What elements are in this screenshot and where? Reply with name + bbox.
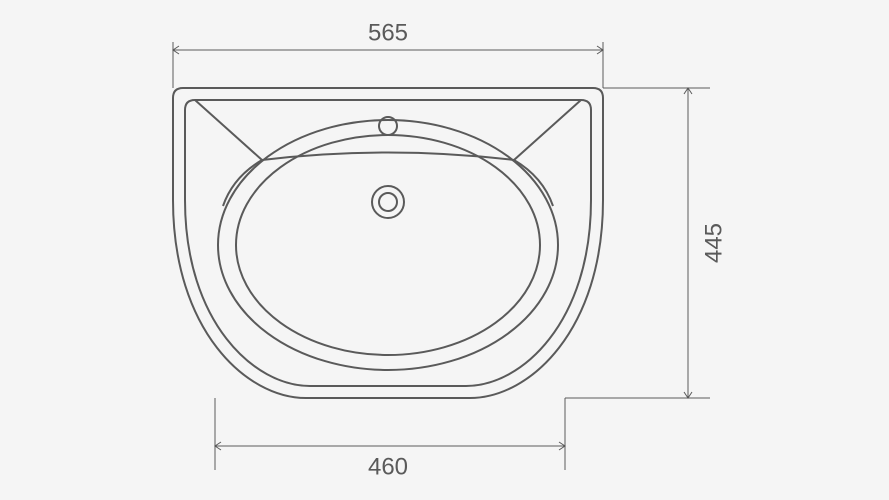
dimension-bottom: 460 — [215, 398, 565, 480]
basin-shape — [173, 88, 603, 398]
dimension-right-value: 445 — [700, 223, 727, 263]
dimension-top-value: 565 — [368, 19, 408, 46]
drain-inner — [379, 193, 397, 211]
corner-crease-right — [514, 100, 581, 160]
bowl-inner — [236, 135, 540, 355]
drain-outer — [372, 186, 404, 218]
dimension-right: 445 — [565, 88, 727, 398]
dimension-bottom-value: 460 — [368, 453, 408, 480]
corner-crease-left — [195, 100, 262, 160]
technical-drawing: 565 460 445 — [0, 0, 889, 500]
basin-inner-rim — [185, 100, 591, 386]
bowl-outer — [218, 120, 558, 370]
dimension-top: 565 — [173, 19, 603, 88]
